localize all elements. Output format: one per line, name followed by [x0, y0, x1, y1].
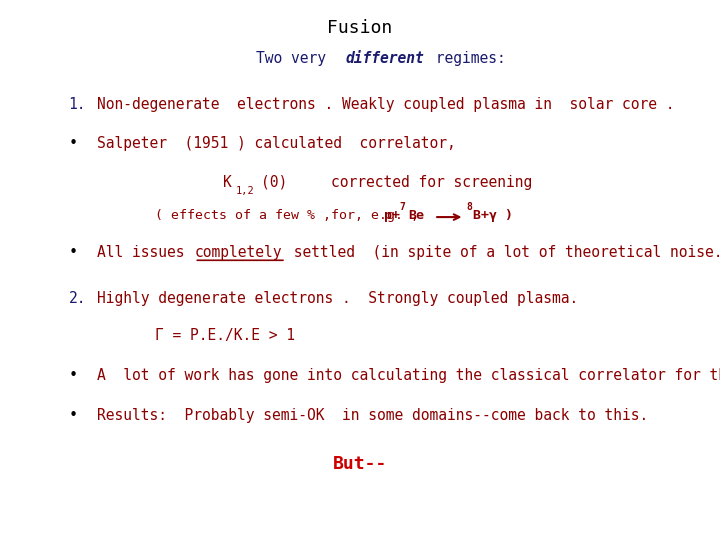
Text: 1.: 1.	[68, 97, 86, 112]
Text: completely: completely	[194, 245, 282, 260]
Text: Two very: Two very	[256, 51, 334, 66]
Text: Fusion: Fusion	[328, 19, 392, 37]
Text: regimes:: regimes:	[427, 51, 505, 66]
Text: Γ = P.E./K.E > 1: Γ = P.E./K.E > 1	[155, 328, 294, 343]
Text: different: different	[346, 51, 424, 66]
Text: 2.: 2.	[68, 291, 86, 306]
Text: ( effects of a few % ,for, e.g. ,: ( effects of a few % ,for, e.g. ,	[155, 209, 435, 222]
Text: 1,2: 1,2	[235, 186, 254, 196]
Text: Salpeter  (1951 ) calculated  correlator,: Salpeter (1951 ) calculated correlator,	[97, 136, 456, 151]
Text: (0)     corrected for screening: (0) corrected for screening	[261, 175, 533, 190]
Text: Non-degenerate  electrons . Weakly coupled plasma in  solar core .: Non-degenerate electrons . Weakly couple…	[97, 97, 675, 112]
Text: 8: 8	[467, 202, 472, 213]
Text: 7: 7	[400, 202, 405, 213]
Text: Results:  Probably semi-OK  in some domains--come back to this.: Results: Probably semi-OK in some domain…	[97, 408, 649, 423]
Text: A  lot of work has gone into calculating the classical correlator for this case.: A lot of work has gone into calculating …	[97, 368, 720, 383]
Text: •: •	[68, 368, 78, 383]
Text: •: •	[68, 408, 78, 423]
Text: settled  (in spite of a lot of theoretical noise.): settled (in spite of a lot of theoretica…	[285, 245, 720, 260]
Text: •: •	[68, 136, 78, 151]
Text: Highly degenerate electrons .  Strongly coupled plasma.: Highly degenerate electrons . Strongly c…	[97, 291, 578, 306]
Text: •: •	[68, 245, 78, 260]
Text: K: K	[223, 175, 232, 190]
Text: B+γ ): B+γ )	[473, 209, 513, 222]
Text: All issues: All issues	[97, 245, 194, 260]
Text: Be: Be	[408, 209, 424, 222]
Text: But--: But--	[333, 455, 387, 472]
Text: p+: p+	[384, 209, 400, 222]
